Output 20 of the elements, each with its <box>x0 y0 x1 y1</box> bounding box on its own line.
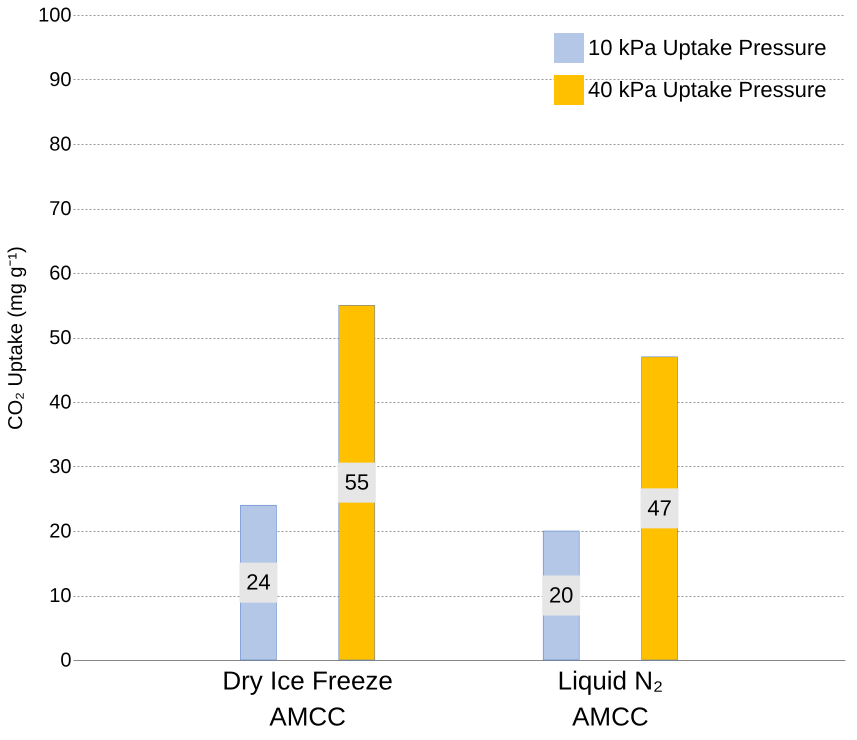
y-tick-label: 90 <box>49 69 72 91</box>
x-tick-label: Dry Ice Freeze AMCC <box>222 666 393 732</box>
y-tick-label: 100 <box>38 4 72 26</box>
y-axis-title: CO₂ Uptake (mg g⁻¹) <box>5 246 28 430</box>
data-label: 20 <box>548 582 574 608</box>
legend-label: 40 kPa Uptake Pressure <box>588 77 826 102</box>
y-tick-label: 40 <box>49 392 72 414</box>
y-tick-label: 60 <box>49 262 72 284</box>
y-tick-label: 80 <box>49 134 72 156</box>
legend-label: 10 kPa Uptake Pressure <box>588 35 826 60</box>
data-label: 47 <box>647 495 672 520</box>
y-tick-label: 70 <box>49 198 72 220</box>
y-tick-label: 10 <box>49 585 72 607</box>
y-tick-label: 30 <box>49 456 72 478</box>
x-tick-label: Liquid N₂ AMCC <box>558 666 664 732</box>
data-label: 24 <box>246 570 271 595</box>
y-tick-label: 50 <box>49 327 72 349</box>
y-tick-label: 0 <box>60 650 72 672</box>
data-label: 55 <box>344 470 370 495</box>
y-tick-label: 20 <box>49 520 72 542</box>
